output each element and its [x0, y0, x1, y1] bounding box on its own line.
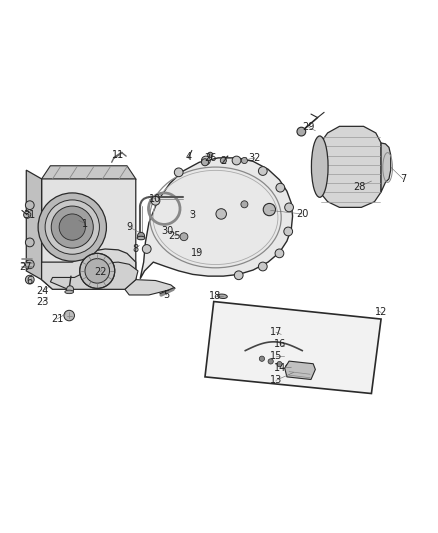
Circle shape — [276, 183, 285, 192]
Circle shape — [201, 159, 208, 166]
Text: 22: 22 — [95, 266, 107, 277]
Ellipse shape — [137, 236, 145, 240]
Circle shape — [99, 265, 110, 275]
Text: 9: 9 — [126, 222, 132, 232]
Ellipse shape — [65, 290, 74, 294]
Polygon shape — [205, 302, 381, 393]
Text: 5: 5 — [163, 290, 170, 300]
Circle shape — [275, 249, 284, 258]
Text: 27: 27 — [19, 262, 32, 272]
Circle shape — [138, 232, 145, 239]
Circle shape — [84, 211, 91, 219]
Circle shape — [25, 260, 34, 269]
Polygon shape — [42, 179, 136, 289]
Polygon shape — [140, 158, 293, 279]
Circle shape — [258, 167, 267, 175]
Circle shape — [216, 209, 226, 219]
Circle shape — [297, 127, 306, 136]
Circle shape — [151, 197, 160, 205]
Polygon shape — [381, 143, 391, 192]
Circle shape — [142, 245, 151, 253]
Text: 15: 15 — [270, 351, 282, 361]
Text: 18: 18 — [208, 291, 221, 301]
Circle shape — [258, 262, 267, 271]
Text: 29: 29 — [303, 122, 315, 132]
Polygon shape — [125, 280, 175, 295]
Text: 2: 2 — [220, 156, 226, 166]
Text: 8: 8 — [133, 244, 139, 254]
Circle shape — [220, 157, 226, 164]
Text: 13: 13 — [270, 375, 282, 385]
Ellipse shape — [218, 294, 227, 298]
Polygon shape — [26, 170, 42, 280]
Polygon shape — [285, 361, 315, 379]
Circle shape — [85, 259, 110, 283]
Text: 6: 6 — [27, 276, 33, 286]
Circle shape — [232, 156, 241, 165]
Text: 17: 17 — [270, 327, 282, 337]
Text: 24: 24 — [37, 286, 49, 296]
Text: 25: 25 — [168, 231, 180, 241]
Circle shape — [234, 271, 243, 280]
Text: 1: 1 — [82, 219, 88, 229]
Circle shape — [24, 211, 31, 219]
Circle shape — [25, 275, 34, 284]
Circle shape — [45, 200, 99, 254]
Text: 12: 12 — [375, 308, 387, 318]
Text: 11: 11 — [112, 150, 124, 160]
Circle shape — [67, 286, 74, 293]
Text: 16: 16 — [274, 340, 286, 350]
Text: 28: 28 — [353, 182, 365, 192]
Circle shape — [277, 361, 282, 367]
Circle shape — [25, 201, 34, 209]
Circle shape — [263, 204, 276, 216]
Text: 19: 19 — [191, 248, 203, 259]
Text: 3: 3 — [190, 210, 196, 220]
Text: 32: 32 — [249, 153, 261, 163]
Text: 10: 10 — [149, 193, 162, 204]
Circle shape — [59, 214, 85, 240]
Text: 26: 26 — [204, 153, 216, 163]
Circle shape — [241, 201, 248, 208]
Polygon shape — [50, 262, 138, 289]
Polygon shape — [320, 126, 381, 207]
Circle shape — [25, 238, 34, 247]
Circle shape — [241, 157, 247, 164]
Text: 31: 31 — [24, 210, 36, 220]
Text: 7: 7 — [400, 174, 406, 184]
Circle shape — [285, 203, 293, 212]
Circle shape — [208, 152, 213, 157]
Circle shape — [174, 168, 183, 177]
Circle shape — [259, 356, 265, 361]
Text: 30: 30 — [161, 227, 173, 237]
Polygon shape — [42, 249, 136, 289]
Polygon shape — [42, 166, 136, 180]
Circle shape — [64, 310, 74, 321]
Circle shape — [286, 364, 291, 369]
Circle shape — [201, 156, 210, 165]
Circle shape — [284, 227, 293, 236]
Text: 23: 23 — [37, 297, 49, 308]
Ellipse shape — [311, 136, 328, 197]
Text: 4: 4 — [185, 152, 191, 162]
Text: 21: 21 — [51, 314, 63, 324]
Circle shape — [294, 367, 300, 372]
Text: 20: 20 — [296, 209, 308, 219]
Circle shape — [180, 233, 188, 241]
Text: 14: 14 — [274, 363, 286, 373]
Circle shape — [80, 253, 115, 288]
Circle shape — [38, 193, 106, 261]
Circle shape — [268, 359, 273, 364]
Circle shape — [51, 206, 93, 248]
